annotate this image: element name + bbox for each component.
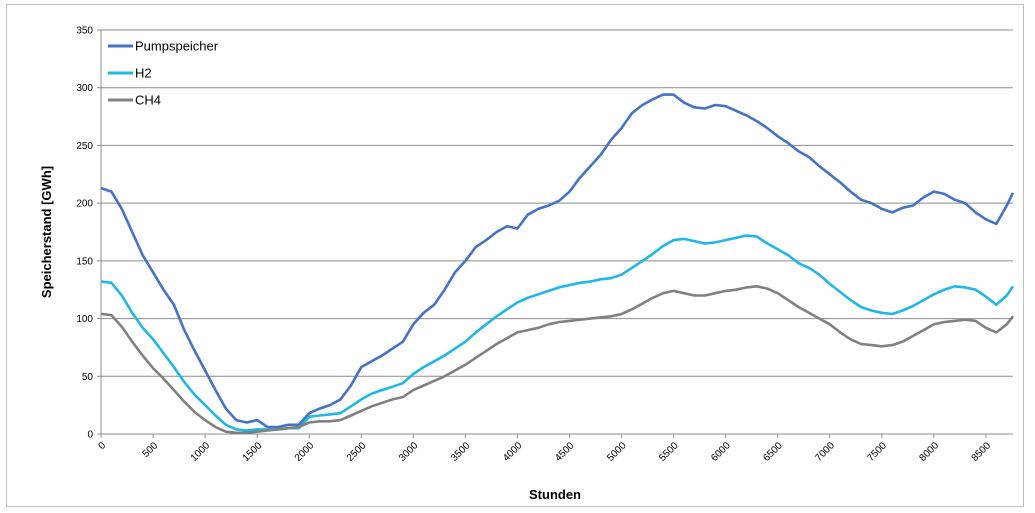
y-tick-label: 250 <box>76 141 93 152</box>
y-tick-label: 150 <box>76 256 93 267</box>
y-tick-label: 100 <box>76 314 93 325</box>
x-axis-title: Stunden <box>529 487 581 502</box>
series-line-h2 <box>100 234 1015 432</box>
x-tick-label: 2000 <box>293 440 317 464</box>
x-tick-label: 0 <box>96 440 108 452</box>
x-tick-label: 1000 <box>189 440 213 464</box>
y-tick-label: 200 <box>76 199 93 210</box>
legend: Pumpspeicher H2 CH4 <box>108 39 219 108</box>
series-lines <box>100 93 1015 435</box>
x-tick-label: 500 <box>141 440 161 460</box>
y-tick-label: 300 <box>76 83 93 94</box>
gridlines <box>101 29 1013 377</box>
x-tick-label: 6500 <box>761 440 785 464</box>
axes <box>97 29 1013 438</box>
x-tick-label: 5500 <box>657 440 681 464</box>
y-tick-label: 350 <box>76 26 93 37</box>
series-line-pumpspeicher <box>100 93 1015 429</box>
x-tick-label: 3000 <box>397 440 421 464</box>
y-tick-labels: 0 50 100 150 200 250 300 350 <box>76 26 93 441</box>
x-tick-label: 2500 <box>345 440 369 464</box>
x-tick-label: 8500 <box>970 440 994 464</box>
series-line-ch4 <box>100 284 1015 435</box>
y-tick-label: 0 <box>87 430 93 441</box>
x-tick-label: 7000 <box>813 440 837 464</box>
x-tick-label: 4000 <box>501 440 525 464</box>
y-axis-title: Speicherstand [GWh] <box>39 166 54 298</box>
x-tick-label: 3500 <box>449 440 473 464</box>
y-tick-label: 50 <box>82 372 94 383</box>
x-tick-labels: 0 500 1000 1500 2000 2500 3000 3500 4000 4500 5000… <box>96 440 993 464</box>
legend-label: CH4 <box>135 93 161 108</box>
x-tick-label: 6000 <box>709 440 733 464</box>
x-tick-label: 4500 <box>553 440 577 464</box>
x-tick-label: 5000 <box>605 440 629 464</box>
x-tick-label: 8000 <box>917 440 941 464</box>
legend-label: H2 <box>135 66 152 81</box>
x-tick-label: 7500 <box>865 440 889 464</box>
legend-label: Pumpspeicher <box>135 39 219 54</box>
x-tick-label: 1500 <box>241 440 265 464</box>
